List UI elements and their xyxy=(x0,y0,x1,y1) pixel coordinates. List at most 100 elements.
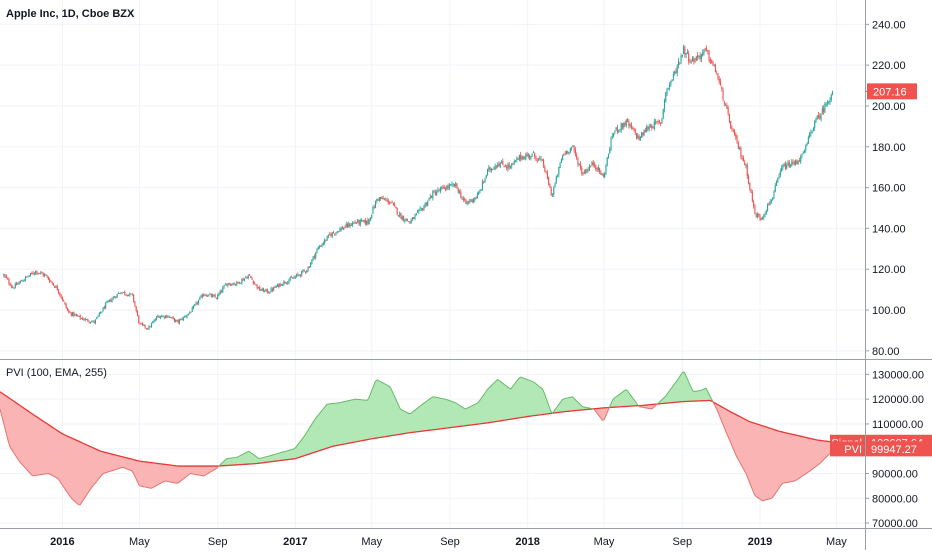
candle-body xyxy=(723,90,724,101)
candle-body xyxy=(165,316,166,317)
candle-body xyxy=(45,275,46,276)
candle-body xyxy=(495,166,496,169)
candle-body xyxy=(637,135,638,138)
candle-body xyxy=(90,322,91,323)
candle-body xyxy=(661,118,662,123)
candle-body xyxy=(48,277,49,280)
candle-body xyxy=(717,73,718,78)
candle-body xyxy=(786,165,787,168)
candle-body xyxy=(689,61,690,63)
candle-body xyxy=(366,221,367,225)
candle-body xyxy=(758,214,759,215)
candle-body xyxy=(799,160,800,161)
candle-body xyxy=(22,281,23,282)
candle-body xyxy=(484,178,485,182)
candle-body xyxy=(664,100,665,109)
candle-body xyxy=(63,300,64,301)
candle-body xyxy=(618,131,619,132)
candle-body xyxy=(724,102,725,105)
candle-body xyxy=(652,127,653,128)
candle-body xyxy=(619,129,620,130)
candle-body xyxy=(465,200,466,203)
candle-body xyxy=(68,311,69,312)
candle-body xyxy=(759,215,760,219)
candle-body xyxy=(218,294,219,296)
candle-body xyxy=(320,246,321,247)
candle-body xyxy=(258,287,259,289)
candle-body xyxy=(375,201,376,208)
candle-body xyxy=(257,285,258,289)
candle-body xyxy=(394,204,395,206)
candle-body xyxy=(649,127,650,129)
candle-body xyxy=(523,156,524,159)
candle-body xyxy=(582,174,583,175)
candle-body xyxy=(29,276,30,277)
candle-body xyxy=(411,220,412,223)
candle-body xyxy=(511,163,512,166)
candle-body xyxy=(388,200,389,203)
candle-body xyxy=(268,292,269,293)
candle-body xyxy=(729,114,730,122)
candle-body xyxy=(449,185,450,188)
candle-body xyxy=(688,53,689,61)
candle-body xyxy=(808,137,809,143)
candle-body xyxy=(253,281,254,284)
price-tick-label: 100.00 xyxy=(872,305,906,317)
candle-body xyxy=(832,92,833,95)
candle-body xyxy=(38,273,39,274)
candle-body xyxy=(420,208,421,209)
candle-body xyxy=(827,103,828,104)
candle-body xyxy=(407,219,408,221)
candle-body xyxy=(252,278,253,280)
candle-body xyxy=(246,278,247,279)
candle-body xyxy=(73,312,74,316)
candle-body xyxy=(646,127,647,132)
candle-body xyxy=(36,271,37,273)
candle-body xyxy=(828,102,829,103)
candle-body xyxy=(576,155,577,158)
candle-body xyxy=(767,204,768,211)
candle-body xyxy=(76,314,77,315)
candle-body xyxy=(566,151,567,154)
candle-body xyxy=(753,202,754,206)
candle-body xyxy=(77,315,78,316)
candle-body xyxy=(188,314,189,315)
candle-body xyxy=(756,214,757,217)
candle-body xyxy=(665,92,666,101)
candle-body xyxy=(118,293,119,294)
candle-body xyxy=(542,160,543,161)
candle-body xyxy=(525,155,526,159)
candle-body xyxy=(300,275,301,276)
candle-body xyxy=(15,284,16,288)
candle-body xyxy=(328,235,329,237)
candle-body xyxy=(464,199,465,200)
candle-body xyxy=(383,198,384,200)
candle-body xyxy=(478,193,479,195)
candle-body xyxy=(818,115,819,116)
series-name-label: PVI xyxy=(844,444,862,456)
candle-body xyxy=(72,312,73,315)
candle-body xyxy=(610,138,611,150)
candle-body xyxy=(557,176,558,177)
candle-body xyxy=(216,298,217,299)
candle-body xyxy=(185,316,186,317)
candle-body xyxy=(94,321,95,323)
candle-body xyxy=(141,324,142,325)
candle-body xyxy=(725,105,726,106)
candle-body xyxy=(245,277,246,278)
candle-body xyxy=(450,185,451,186)
candle-body xyxy=(751,189,752,193)
candle-body xyxy=(721,87,722,89)
candle-body xyxy=(139,323,140,324)
candle-body xyxy=(705,48,706,49)
candle-body xyxy=(58,290,59,293)
candle-body xyxy=(395,206,396,208)
candle-body xyxy=(43,274,44,276)
candle-body xyxy=(493,168,494,169)
candle-body xyxy=(645,130,646,132)
candle-body xyxy=(7,278,8,279)
candle-body xyxy=(467,202,468,204)
candle-body xyxy=(142,324,143,325)
candle-body xyxy=(427,201,428,205)
candle-body xyxy=(668,88,669,89)
